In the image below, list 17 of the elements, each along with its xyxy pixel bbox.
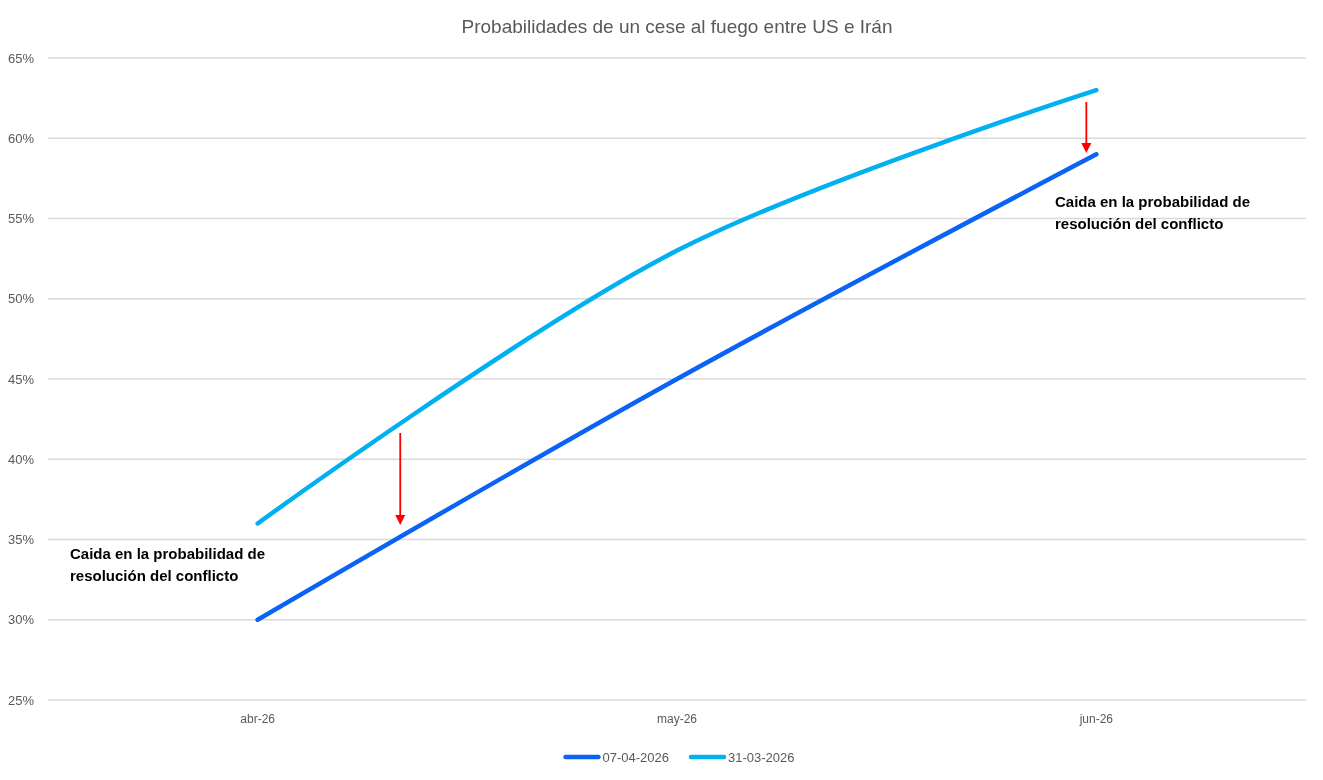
y-tick-label: 55% (7, 211, 35, 227)
x-tick-label: jun-26 (1078, 712, 1114, 726)
y-tick-label: 30% (7, 612, 35, 628)
y-tick-label: 35% (7, 532, 35, 548)
y-tick-label: 45% (7, 371, 35, 387)
y-tick-label: 50% (7, 291, 35, 307)
y-tick-label: 40% (7, 451, 35, 467)
y-tick-label: 65% (7, 50, 35, 66)
legend-label: 07-04-2026 (602, 749, 669, 765)
y-tick-label: 60% (7, 130, 35, 146)
annotation: Caida en la probabilidad de resolución del conflicto (70, 545, 266, 584)
x-tick-label: may-26 (656, 712, 698, 726)
annotation: Caida en la probabilidad de resolución del conflicto (1055, 193, 1251, 232)
x-tick-label: abr-26 (240, 712, 276, 726)
chart-title: Probabilidades de un cese al fuego entre US e Irán (461, 16, 893, 37)
y-tick-label: 25% (7, 692, 35, 708)
legend-label: 31-03-2026 (728, 749, 795, 765)
